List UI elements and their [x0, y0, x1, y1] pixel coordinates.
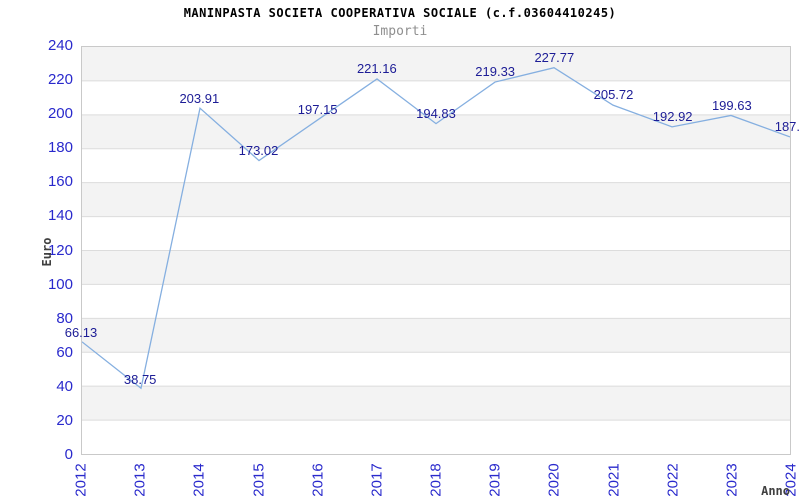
- y-tick-label: 200: [47, 105, 73, 123]
- line-chart-canvas: [82, 47, 790, 454]
- y-tick-label: 60: [56, 343, 73, 361]
- y-tick-label: 240: [47, 37, 73, 54]
- y-tick-label: 120: [47, 241, 73, 259]
- band-row: [82, 182, 790, 217]
- band-row: [82, 216, 790, 251]
- band-row: [82, 250, 790, 285]
- y-tick-label: 140: [47, 207, 73, 225]
- value-label: 199.63: [711, 97, 752, 113]
- x-tick-label: 2016: [309, 463, 327, 497]
- x-tick-label: 2017: [368, 463, 386, 497]
- line-series: [82, 67, 790, 390]
- band-row: [82, 114, 790, 149]
- band-row: [82, 148, 790, 183]
- chart-title: MANINPASTA SOCIETA COOPERATIVA SOCIALE (…: [183, 6, 617, 20]
- band-row: [82, 284, 790, 319]
- x-tick-label: 2022: [664, 463, 682, 497]
- value-label: 192.92: [652, 109, 693, 125]
- value-label: 66.13: [64, 325, 98, 341]
- chart-subtitle: Importi: [372, 24, 428, 39]
- value-label: 203.91: [179, 90, 220, 106]
- band-row: [82, 420, 790, 454]
- y-tick-label: 20: [56, 411, 73, 429]
- y-tick-label: 0: [64, 446, 73, 463]
- value-label: 221.16: [356, 61, 397, 77]
- x-axis-title: Anno: [761, 484, 790, 498]
- y-tick-label: 220: [47, 71, 73, 89]
- y-tick-label: 40: [56, 377, 73, 395]
- y-tick-label: 180: [47, 139, 73, 157]
- x-tick-label: 2013: [131, 463, 149, 497]
- x-tick-label: 2023: [723, 463, 741, 497]
- band-row: [82, 318, 790, 353]
- y-tick-label: 80: [56, 309, 73, 327]
- band-row: [82, 386, 790, 421]
- band-row: [82, 47, 790, 81]
- value-label: 205.72: [593, 87, 634, 103]
- x-tick-label: 2014: [190, 463, 208, 497]
- band-row: [82, 352, 790, 387]
- x-tick-label: 2018: [427, 463, 445, 497]
- value-label: 173.02: [238, 143, 279, 159]
- y-axis-title: Euro: [40, 237, 54, 267]
- value-label: 227.77: [534, 49, 575, 65]
- x-tick-label: 2020: [545, 463, 563, 497]
- plot-area: [81, 46, 791, 455]
- y-tick-label: 160: [47, 173, 73, 191]
- value-label: 219.33: [475, 64, 516, 80]
- value-label: 197.15: [297, 102, 338, 118]
- value-label: 38.75: [123, 371, 157, 387]
- x-tick-label: 2019: [486, 463, 504, 497]
- value-label: 187.0: [774, 119, 800, 135]
- x-tick-label: 2012: [72, 463, 90, 497]
- y-tick-label: 100: [47, 275, 73, 293]
- x-tick-label: 2021: [605, 463, 622, 497]
- value-label: 194.83: [416, 105, 456, 121]
- x-tick-label: 2015: [250, 463, 267, 497]
